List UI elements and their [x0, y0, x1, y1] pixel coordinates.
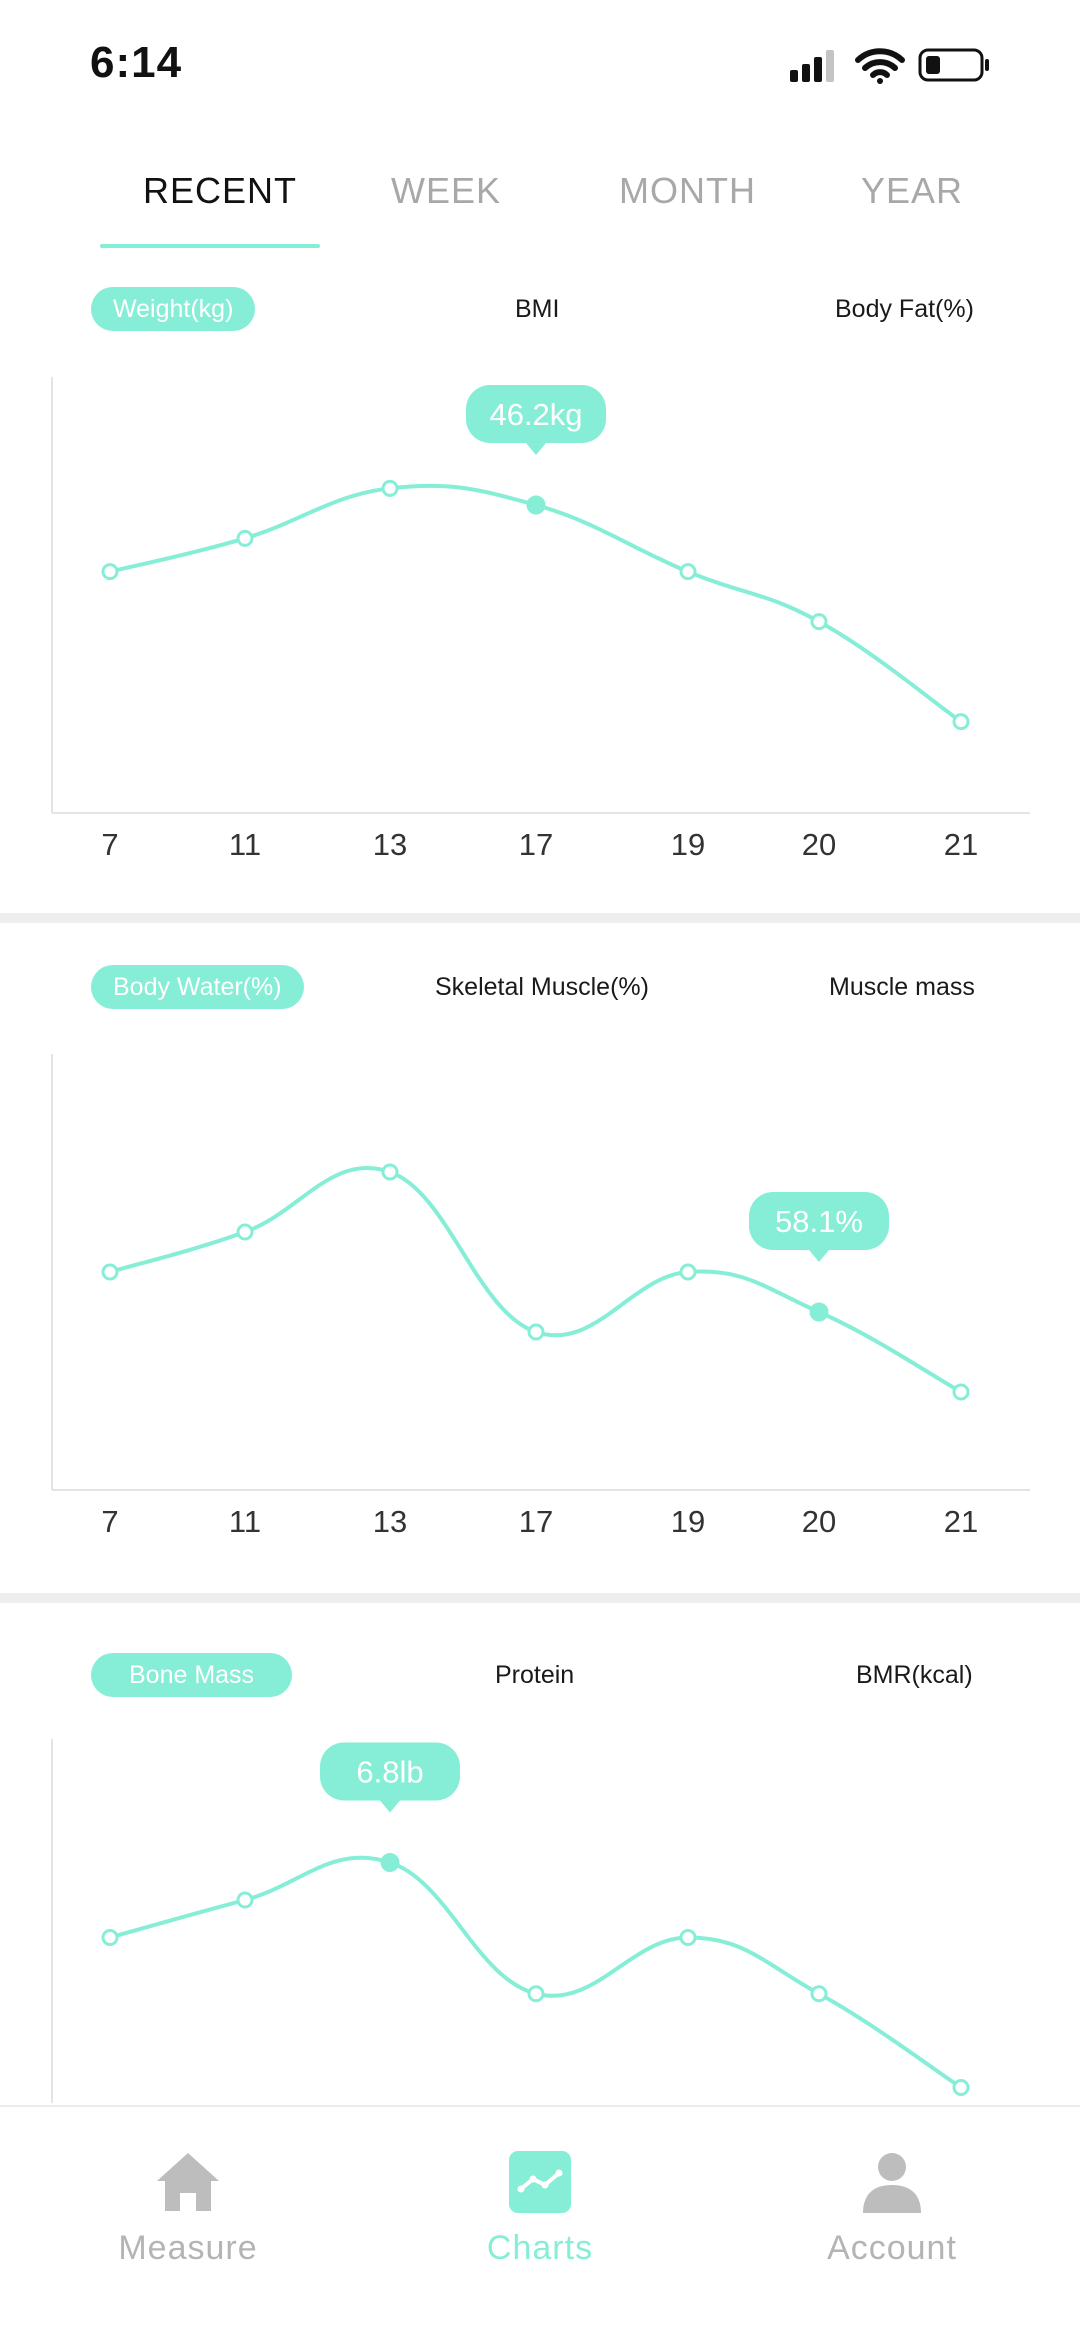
- x-tick-label: 11: [229, 827, 261, 862]
- tooltip-pointer: [380, 1801, 400, 1813]
- data-point: [529, 1987, 543, 2001]
- active-tab-indicator: [100, 244, 320, 248]
- metric-bmi[interactable]: BMI: [515, 287, 559, 331]
- x-tick-label: 13: [373, 827, 407, 862]
- home-icon: [153, 2147, 223, 2217]
- x-tick-label: 21: [944, 827, 978, 862]
- battery-icon: [920, 50, 989, 80]
- metric-skeletal-muscle[interactable]: Skeletal Muscle(%): [435, 965, 649, 1009]
- nav-account-label: Account: [762, 2229, 1022, 2268]
- status-time: 6:14: [90, 38, 182, 88]
- data-point: [681, 1265, 695, 1279]
- data-point: [954, 2081, 968, 2095]
- series-line: [110, 486, 961, 722]
- data-point: [529, 1325, 543, 1339]
- data-point: [812, 1987, 826, 2001]
- range-tabs: RECENT WEEK MONTH YEAR: [0, 150, 1080, 260]
- data-point: [681, 565, 695, 579]
- x-tick-label: 17: [519, 1504, 553, 1539]
- weight-chart: 46.2kg 7 11 13 17 19 20 21: [0, 365, 1080, 865]
- x-tick-label: 20: [802, 827, 836, 862]
- chart-icon: [505, 2147, 575, 2217]
- x-tick-label: 13: [373, 1504, 407, 1539]
- status-bar: 6:14: [0, 0, 1080, 130]
- data-point: [103, 1265, 117, 1279]
- body-water-chart: 58.1% 7 11 13 17 19 20 21: [0, 1042, 1080, 1542]
- metric-bone-mass[interactable]: Bone Mass: [91, 1653, 292, 1697]
- metric-row-1: Weight(kg) BMI Body Fat(%): [0, 287, 1080, 337]
- series-line: [110, 1858, 961, 2088]
- data-point: [103, 565, 117, 579]
- tooltip: 6.8lb: [320, 1743, 460, 1813]
- x-tick-label: 19: [671, 1504, 705, 1539]
- selected-data-point: [382, 1855, 398, 1871]
- nav-account[interactable]: Account: [762, 2147, 1022, 2268]
- metric-body-water[interactable]: Body Water(%): [91, 965, 304, 1009]
- metric-row-3: Bone Mass Protein BMR(kcal): [0, 1653, 1080, 1703]
- metric-weight[interactable]: Weight(kg): [91, 287, 255, 331]
- selected-data-point: [528, 497, 544, 513]
- data-point: [238, 531, 252, 545]
- x-tick-label: 21: [944, 1504, 978, 1539]
- status-icons: [790, 42, 1030, 92]
- tooltip: 58.1%: [749, 1192, 889, 1262]
- x-tick-label: 20: [802, 1504, 836, 1539]
- data-point: [103, 1931, 117, 1945]
- metric-muscle-mass[interactable]: Muscle mass: [829, 965, 975, 1009]
- data-point: [681, 1931, 695, 1945]
- data-point: [812, 615, 826, 629]
- tab-year[interactable]: YEAR: [861, 170, 963, 212]
- x-tick-label: 11: [229, 1504, 261, 1539]
- signal-icon: [790, 50, 834, 82]
- nav-measure[interactable]: Measure: [58, 2147, 318, 2268]
- x-tick-label: 7: [101, 827, 118, 862]
- tab-recent[interactable]: RECENT: [143, 170, 297, 212]
- data-point: [238, 1893, 252, 1907]
- wifi-icon: [858, 51, 902, 84]
- data-point: [954, 1385, 968, 1399]
- section-divider: [0, 1593, 1080, 1603]
- nav-charts-label: Charts: [410, 2229, 670, 2268]
- tooltip-value: 58.1%: [775, 1204, 863, 1239]
- metric-protein[interactable]: Protein: [495, 1653, 574, 1697]
- nav-measure-label: Measure: [58, 2229, 318, 2268]
- tooltip: 46.2kg: [466, 385, 606, 455]
- metric-body-fat[interactable]: Body Fat(%): [835, 287, 974, 331]
- selected-data-point: [811, 1304, 827, 1320]
- data-point: [383, 1165, 397, 1179]
- data-point: [954, 715, 968, 729]
- section-divider: [0, 913, 1080, 923]
- tooltip-value: 46.2kg: [489, 397, 582, 432]
- x-tick-label: 7: [101, 1504, 118, 1539]
- metric-row-2: Body Water(%) Skeletal Muscle(%) Muscle …: [0, 965, 1080, 1015]
- metric-bmr[interactable]: BMR(kcal): [856, 1653, 973, 1697]
- tooltip-value: 6.8lb: [356, 1755, 423, 1790]
- x-tick-label: 19: [671, 827, 705, 862]
- tab-month[interactable]: MONTH: [619, 170, 756, 212]
- x-tick-label: 17: [519, 827, 553, 862]
- tooltip-pointer: [809, 1250, 829, 1262]
- tooltip-pointer: [526, 443, 546, 455]
- tab-week[interactable]: WEEK: [391, 170, 501, 212]
- user-icon: [857, 2147, 927, 2217]
- bottom-nav: Measure Charts Account: [0, 2105, 1080, 2339]
- nav-charts[interactable]: Charts: [410, 2147, 670, 2268]
- data-point: [383, 481, 397, 495]
- data-point: [238, 1225, 252, 1239]
